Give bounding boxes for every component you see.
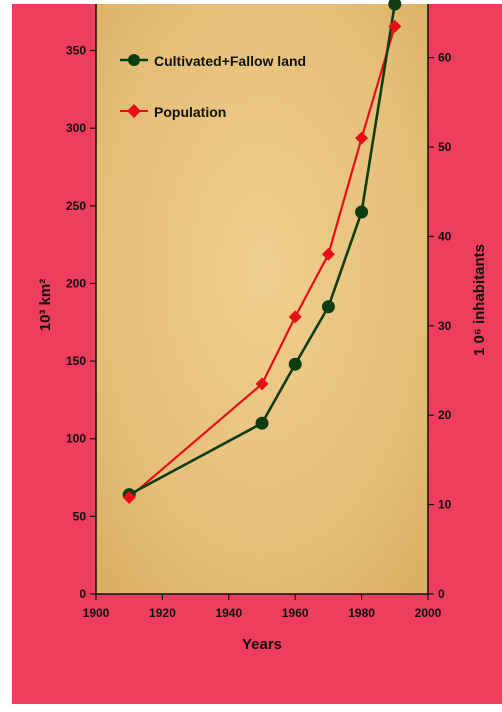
legend-land-label: Cultivated+Fallow land bbox=[154, 53, 306, 69]
series-lines-group bbox=[128, 3, 397, 499]
population-point bbox=[288, 310, 302, 324]
y-axis-left-title: 10³ km² bbox=[37, 279, 54, 332]
y-axis-right-title: 1 0⁶ inhabitants bbox=[471, 244, 488, 356]
y-right-tick-label: 0 bbox=[438, 587, 445, 601]
y-right-tick-label: 10 bbox=[438, 498, 452, 512]
legend-item-population: Population bbox=[120, 104, 226, 120]
population-point bbox=[388, 19, 402, 33]
series-markers-group bbox=[122, 0, 402, 504]
legend-population-marker bbox=[127, 104, 141, 118]
x-tick-label: 2000 bbox=[415, 606, 442, 620]
population-point bbox=[355, 131, 369, 145]
y-left-tick-label: 0 bbox=[79, 587, 86, 601]
y-right-tick-label: 50 bbox=[438, 140, 452, 154]
y-left-tick-label: 250 bbox=[66, 199, 86, 213]
legend-land-marker bbox=[128, 54, 140, 66]
land-line bbox=[128, 3, 397, 496]
x-tick-label: 1920 bbox=[149, 606, 176, 620]
y-left-tick-label: 300 bbox=[66, 121, 86, 135]
x-tick-label: 1900 bbox=[83, 606, 110, 620]
plot-area bbox=[96, 4, 428, 594]
x-tick-label: 1980 bbox=[348, 606, 375, 620]
y-left-tick-label: 100 bbox=[66, 432, 86, 446]
population-point bbox=[255, 377, 269, 391]
y-left-tick-label: 50 bbox=[73, 509, 87, 523]
land-point bbox=[321, 300, 335, 314]
x-tick-label: 1940 bbox=[215, 606, 242, 620]
y-left-tick-label: 350 bbox=[66, 44, 86, 58]
land-point bbox=[388, 0, 402, 11]
y-left-tick-label: 150 bbox=[66, 354, 86, 368]
y-right-tick-label: 30 bbox=[438, 319, 452, 333]
legend: Cultivated+Fallow land Population bbox=[120, 53, 306, 120]
land-point bbox=[355, 205, 369, 219]
legend-population-label: Population bbox=[154, 104, 226, 120]
population-line bbox=[128, 26, 396, 499]
tick-labels-group: 1900 1920 1940 1960 1980 20000501001502002503… bbox=[66, 44, 452, 620]
land-point bbox=[288, 357, 302, 371]
x-axis-title: Years bbox=[242, 636, 282, 653]
y-right-tick-label: 40 bbox=[438, 229, 452, 243]
land-point bbox=[255, 416, 269, 430]
x-tick-label: 1960 bbox=[282, 606, 309, 620]
y-right-tick-label: 20 bbox=[438, 408, 452, 422]
y-left-tick-label: 200 bbox=[66, 276, 86, 290]
legend-item-land: Cultivated+Fallow land bbox=[120, 53, 306, 69]
population-point bbox=[321, 247, 335, 261]
axes-group bbox=[90, 4, 434, 600]
population-point bbox=[122, 490, 136, 504]
y-right-tick-label: 60 bbox=[438, 51, 452, 65]
